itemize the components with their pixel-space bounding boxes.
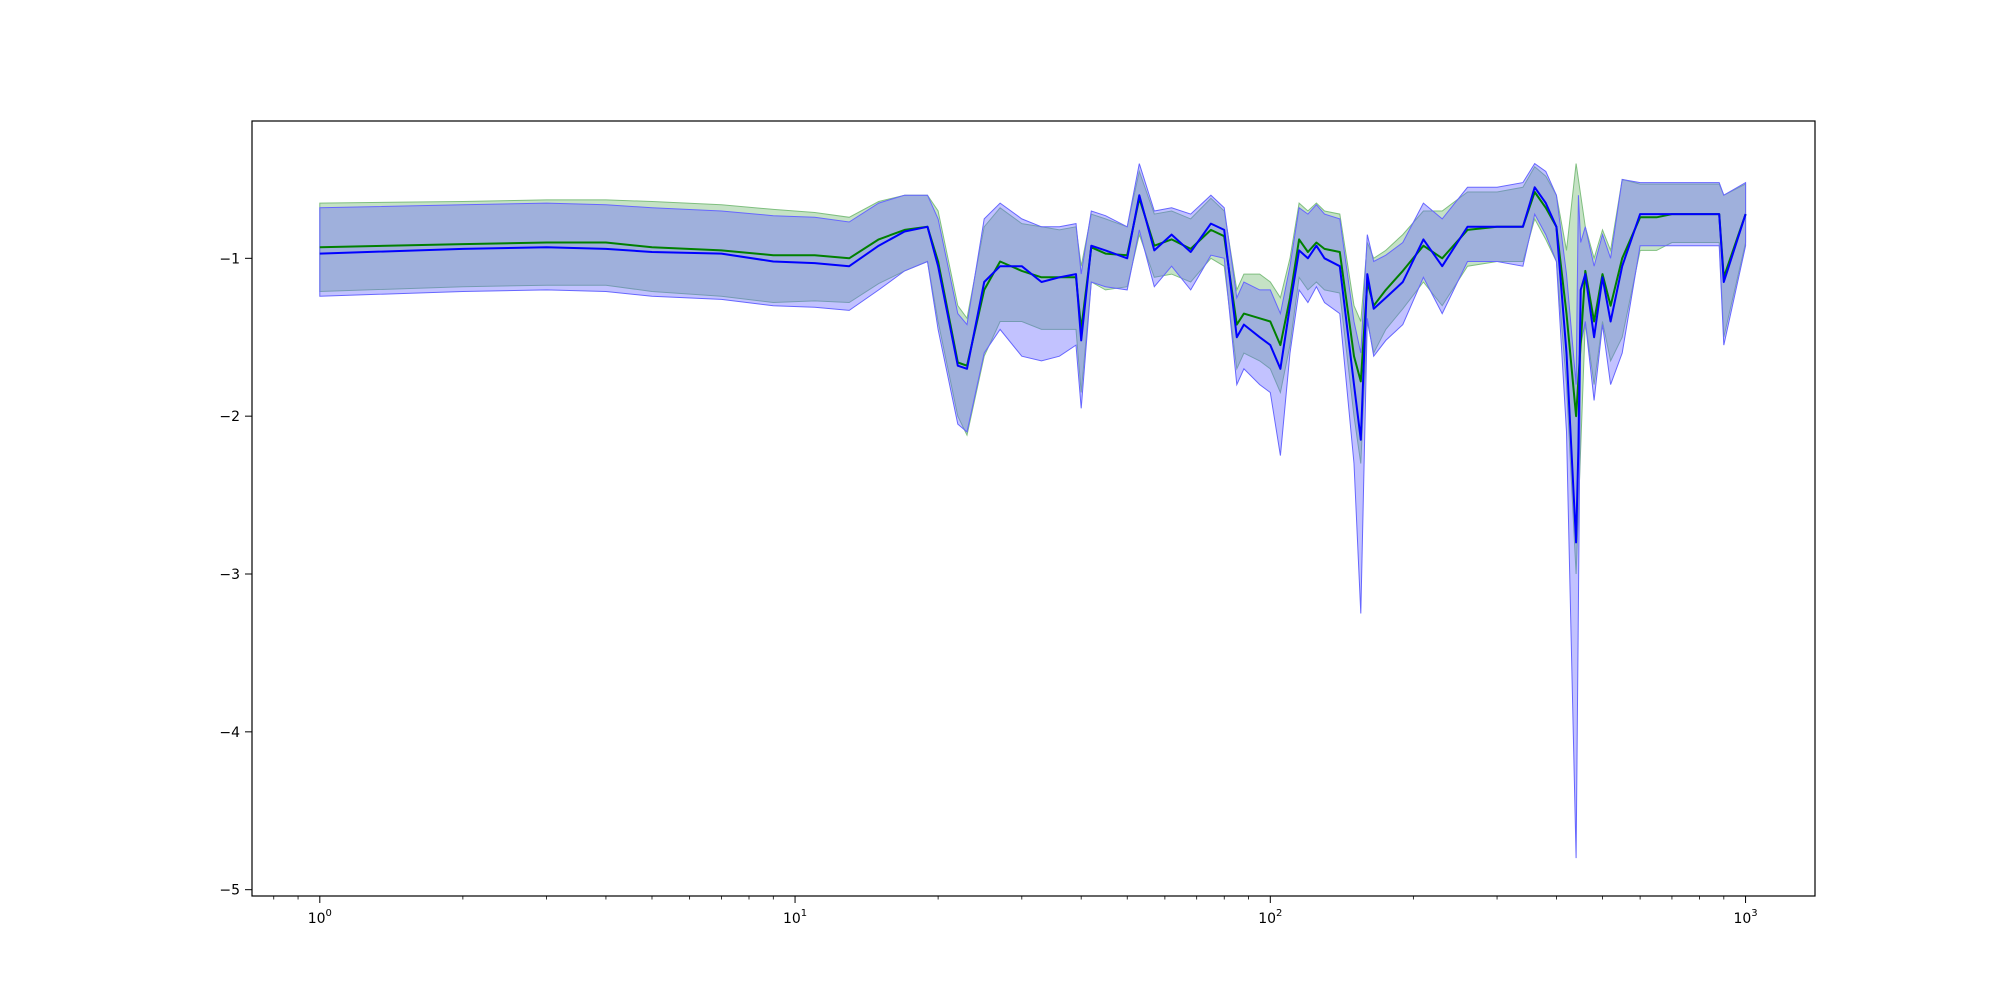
y-tick-label: −4 — [219, 725, 240, 741]
x-tick-label: 100 — [308, 908, 332, 927]
confidence-bands — [319, 162, 1747, 859]
axes-frame — [251, 120, 1816, 897]
x-axis-ticks: 100 101 102 103 — [273, 896, 1758, 927]
y-tick-label: −2 — [219, 409, 240, 425]
y-tick-label: −1 — [219, 251, 240, 267]
series-lines — [319, 186, 1747, 544]
line-series-2 — [319, 186, 1747, 544]
band-series-2 — [319, 162, 1747, 859]
y-tick-label: −5 — [219, 883, 240, 899]
x-tick-label: 102 — [1258, 908, 1282, 927]
y-tick-label: −3 — [219, 567, 240, 583]
x-tick-label: 103 — [1733, 908, 1757, 927]
x-tick-label: 101 — [783, 908, 807, 927]
y-axis-ticks: −1 −2 −3 −4 −5 — [219, 251, 252, 899]
